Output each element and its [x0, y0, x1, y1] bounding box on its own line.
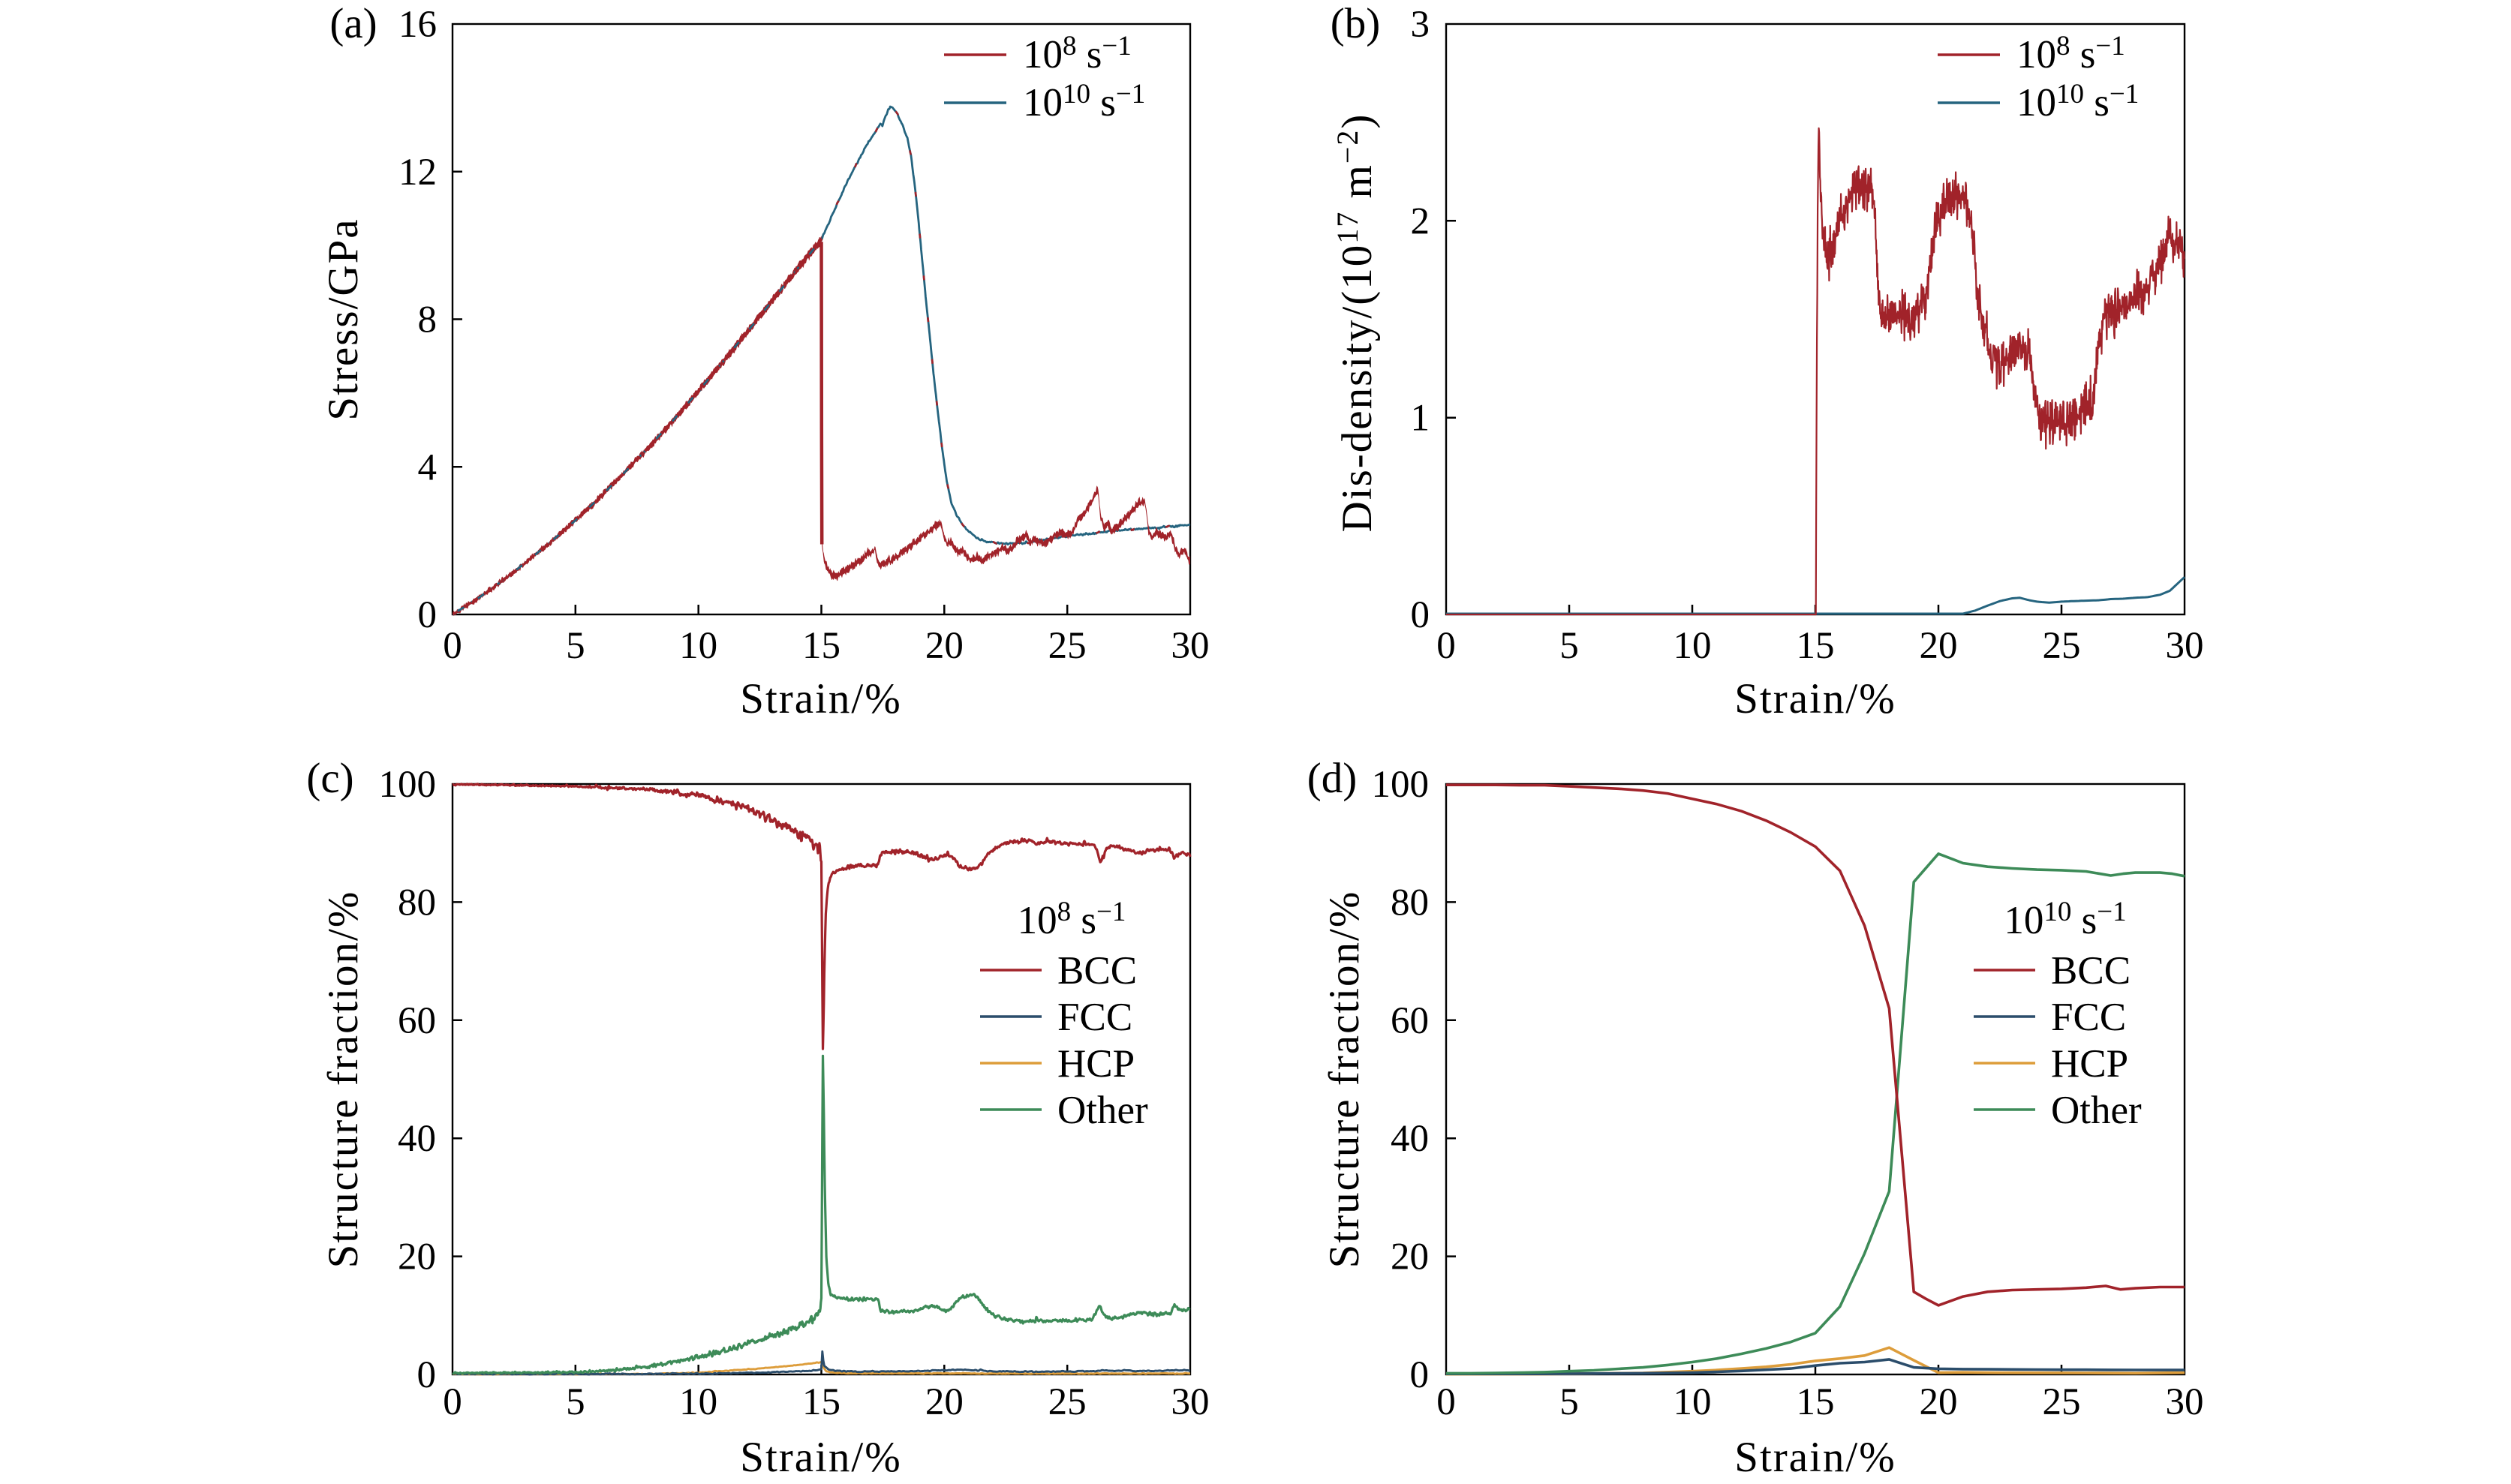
svg-text:Structure fraction/%: Structure fraction/% — [1321, 891, 1368, 1269]
svg-text:0: 0 — [418, 594, 438, 636]
svg-text:100: 100 — [379, 764, 437, 806]
svg-text:25: 25 — [1048, 1381, 1087, 1423]
svg-text:5: 5 — [566, 625, 585, 667]
svg-text:5: 5 — [566, 1381, 585, 1423]
svg-text:10: 10 — [1673, 625, 1712, 667]
svg-text:0: 0 — [1410, 1354, 1430, 1396]
svg-text:Stress/GPa: Stress/GPa — [320, 218, 367, 420]
svg-text:20: 20 — [398, 1236, 436, 1278]
svg-text:HCP: HCP — [1057, 1042, 1135, 1086]
svg-text:30: 30 — [1171, 1381, 1210, 1423]
svg-text:Structure fraction/%: Structure fraction/% — [320, 891, 367, 1269]
svg-text:20: 20 — [925, 1381, 964, 1423]
svg-text:60: 60 — [398, 1000, 436, 1042]
svg-text:20: 20 — [925, 625, 964, 667]
svg-text:4: 4 — [418, 446, 438, 488]
svg-text:Strain/%: Strain/% — [740, 675, 901, 722]
svg-text:3: 3 — [1411, 4, 1430, 46]
svg-text:0: 0 — [443, 625, 462, 667]
svg-text:5: 5 — [1559, 625, 1579, 667]
svg-text:Strain/%: Strain/% — [1734, 675, 1896, 722]
svg-text:FCC: FCC — [2051, 996, 2126, 1039]
svg-text:10: 10 — [1673, 1381, 1712, 1423]
svg-text:1: 1 — [1411, 398, 1430, 440]
svg-text:20: 20 — [1920, 1381, 1958, 1423]
svg-text:(b): (b) — [1331, 0, 1380, 47]
svg-text:Other: Other — [1057, 1089, 1148, 1132]
svg-text:5: 5 — [1559, 1381, 1579, 1423]
svg-text:15: 15 — [802, 1381, 841, 1423]
svg-text:25: 25 — [1048, 625, 1087, 667]
svg-text:25: 25 — [2043, 625, 2081, 667]
svg-text:20: 20 — [1391, 1236, 1429, 1278]
svg-text:40: 40 — [398, 1118, 436, 1160]
svg-text:15: 15 — [802, 625, 841, 667]
svg-text:25: 25 — [2043, 1381, 2081, 1423]
svg-text:8: 8 — [418, 299, 438, 341]
svg-text:80: 80 — [398, 882, 436, 924]
svg-text:16: 16 — [398, 4, 437, 46]
svg-text:0: 0 — [443, 1381, 462, 1423]
svg-text:15: 15 — [1797, 1381, 1835, 1423]
svg-text:Other: Other — [2051, 1089, 2142, 1132]
svg-text:0: 0 — [1411, 594, 1430, 636]
svg-text:60: 60 — [1391, 1000, 1429, 1042]
svg-text:10: 10 — [679, 1381, 717, 1423]
svg-text:20: 20 — [1920, 625, 1958, 667]
svg-text:Strain/%: Strain/% — [1734, 1434, 1896, 1481]
svg-text:30: 30 — [1171, 625, 1210, 667]
svg-text:BCC: BCC — [1057, 949, 1137, 993]
svg-text:Strain/%: Strain/% — [740, 1434, 901, 1481]
svg-text:1010 s−1: 1010 s−1 — [1023, 79, 1145, 125]
svg-text:30: 30 — [2166, 1381, 2204, 1423]
svg-text:BCC: BCC — [2051, 949, 2131, 993]
svg-text:(a): (a) — [329, 0, 377, 47]
svg-text:HCP: HCP — [2051, 1042, 2128, 1086]
svg-text:10: 10 — [679, 625, 717, 667]
svg-text:40: 40 — [1391, 1118, 1429, 1160]
svg-text:0: 0 — [417, 1354, 437, 1396]
svg-text:12: 12 — [398, 152, 437, 194]
svg-text:(d): (d) — [1307, 755, 1357, 802]
svg-text:15: 15 — [1797, 625, 1835, 667]
svg-text:2: 2 — [1411, 200, 1430, 242]
svg-text:0: 0 — [1436, 625, 1456, 667]
svg-text:100: 100 — [1372, 764, 1430, 806]
svg-text:0: 0 — [1436, 1381, 1456, 1423]
svg-text:80: 80 — [1391, 882, 1429, 924]
svg-text:30: 30 — [2166, 625, 2204, 667]
svg-text:(c): (c) — [306, 755, 353, 802]
svg-text:Dis-density/(1017 m−2): Dis-density/(1017 m−2) — [1331, 113, 1381, 533]
svg-text:FCC: FCC — [1057, 996, 1132, 1039]
